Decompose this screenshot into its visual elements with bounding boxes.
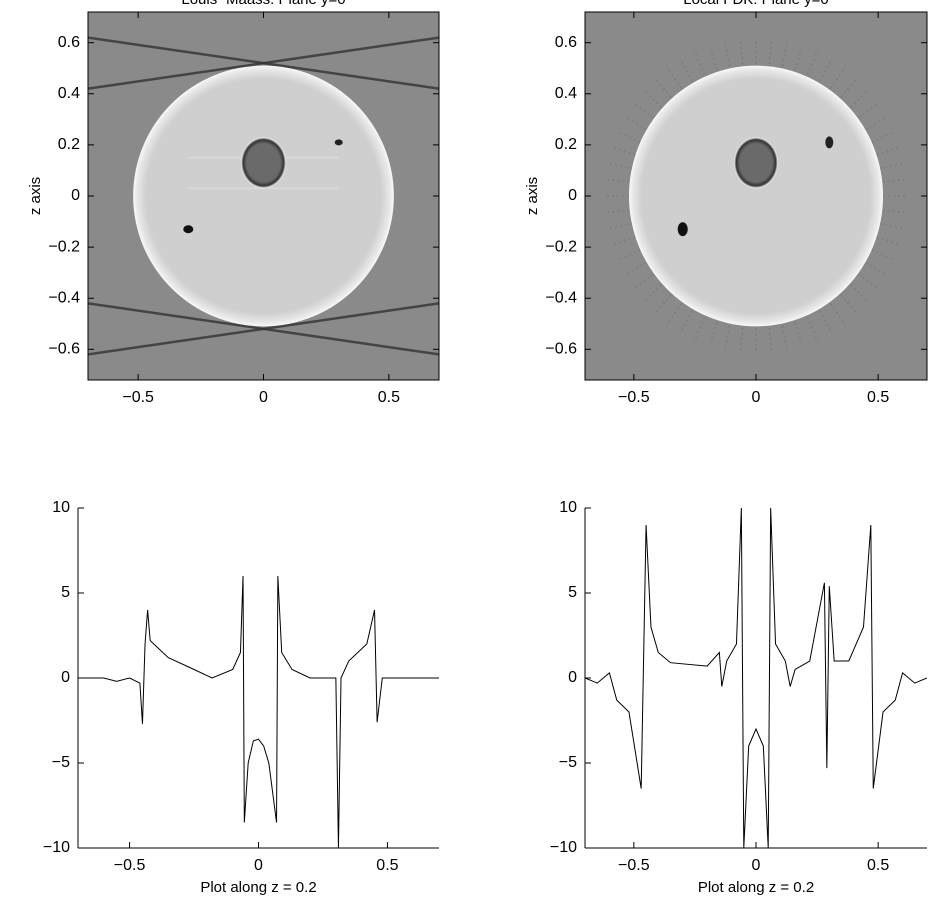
ripple bbox=[780, 40, 789, 72]
y-tick-label: 0.2 bbox=[555, 136, 577, 153]
ripple bbox=[816, 58, 833, 86]
streak bbox=[88, 36, 264, 65]
ripple bbox=[679, 306, 696, 334]
ripple bbox=[804, 312, 819, 342]
ripple bbox=[679, 58, 696, 86]
x-axis-label: Plot along z = 0.2 bbox=[200, 879, 316, 896]
streak bbox=[263, 61, 439, 90]
y-tick-label: 0 bbox=[61, 669, 70, 686]
line bbox=[78, 575, 439, 848]
ripple bbox=[837, 290, 858, 315]
x-tick-label: 0.5 bbox=[376, 857, 398, 874]
streak-band bbox=[188, 187, 339, 190]
x-tick-label: 0 bbox=[752, 389, 761, 406]
x-tick-label: −0.5 bbox=[114, 857, 146, 874]
x-tick-label: 0 bbox=[254, 857, 263, 874]
y-tick-label: 0 bbox=[568, 669, 577, 686]
y-tick-label: −5 bbox=[559, 754, 577, 771]
y-tick-label: −0.6 bbox=[545, 341, 577, 358]
ripple bbox=[666, 298, 685, 325]
y-tick-label: −10 bbox=[550, 839, 577, 856]
y-tick-label: 0 bbox=[568, 187, 577, 204]
y-tick-label: 0.6 bbox=[555, 34, 577, 51]
x-tick-label: −0.5 bbox=[122, 389, 154, 406]
image bbox=[88, 12, 439, 380]
x-tick-label: 0 bbox=[752, 857, 761, 874]
hole bbox=[734, 137, 778, 189]
ripple bbox=[768, 38, 773, 69]
dot bbox=[334, 139, 343, 146]
ripple bbox=[793, 317, 804, 347]
x-tick-label: 0.5 bbox=[867, 389, 889, 406]
axes-box bbox=[584, 11, 928, 381]
y-tick-label: 0 bbox=[71, 187, 80, 204]
streak bbox=[263, 327, 439, 356]
y-tick-label: −0.4 bbox=[48, 289, 80, 306]
x-tick-label: −0.5 bbox=[618, 389, 650, 406]
ripple bbox=[708, 317, 719, 347]
y-tick-label: 10 bbox=[559, 499, 577, 516]
streak bbox=[263, 36, 439, 65]
ripple bbox=[768, 323, 773, 354]
x-tick-label: −0.5 bbox=[618, 857, 650, 874]
y-tick-label: 0.4 bbox=[555, 85, 577, 102]
ripple bbox=[837, 77, 858, 102]
y-axis-label: z axis bbox=[524, 177, 541, 215]
ripple bbox=[723, 320, 732, 352]
streak bbox=[88, 61, 264, 90]
y-tick-label: 0.6 bbox=[58, 34, 80, 51]
ripple bbox=[793, 45, 804, 75]
ripple bbox=[708, 45, 719, 75]
y-tick-label: 10 bbox=[52, 499, 70, 516]
panel-title: Local FDK: Plane y=0 bbox=[683, 0, 829, 8]
y-tick-label: 0.2 bbox=[58, 136, 80, 153]
hole bbox=[240, 137, 287, 189]
x-tick-label: 0.5 bbox=[867, 857, 889, 874]
x-axis-label: Plot along z = 0.2 bbox=[698, 879, 814, 896]
y-tick-label: −5 bbox=[52, 754, 70, 771]
disk bbox=[133, 65, 394, 327]
image bbox=[585, 12, 927, 380]
y-tick-label: −0.2 bbox=[48, 238, 80, 255]
disk bbox=[628, 65, 884, 327]
y-tick-label: −10 bbox=[43, 839, 70, 856]
y-axis-label: z axis bbox=[27, 177, 44, 215]
streak bbox=[88, 302, 264, 331]
ripple bbox=[654, 290, 675, 315]
x-tick-label: 0 bbox=[259, 389, 268, 406]
y-tick-label: 5 bbox=[61, 584, 70, 601]
ripple bbox=[693, 312, 708, 342]
ripple bbox=[693, 50, 708, 80]
streak bbox=[263, 302, 439, 331]
y-tick-label: −0.2 bbox=[545, 238, 577, 255]
dot bbox=[825, 136, 834, 149]
dot bbox=[677, 222, 688, 237]
ripple bbox=[804, 50, 819, 80]
y-tick-label: −0.6 bbox=[48, 341, 80, 358]
axes-box bbox=[87, 11, 440, 381]
streak bbox=[88, 327, 264, 356]
ripple bbox=[666, 67, 685, 94]
y-tick-label: 5 bbox=[568, 584, 577, 601]
line bbox=[585, 508, 927, 848]
dot bbox=[183, 225, 194, 234]
ripple bbox=[654, 77, 675, 102]
y-tick-label: 0.4 bbox=[58, 85, 80, 102]
ripple bbox=[827, 67, 846, 94]
ripple bbox=[739, 323, 744, 354]
x-tick-label: 0.5 bbox=[378, 389, 400, 406]
ripple bbox=[739, 38, 744, 69]
ripple bbox=[827, 298, 846, 325]
ripple bbox=[723, 40, 732, 72]
y-tick-label: −0.4 bbox=[545, 289, 577, 306]
panel-title: Louis−Maass: Plane y=0 bbox=[181, 0, 345, 8]
ripple bbox=[816, 306, 833, 334]
ripple bbox=[780, 320, 789, 352]
